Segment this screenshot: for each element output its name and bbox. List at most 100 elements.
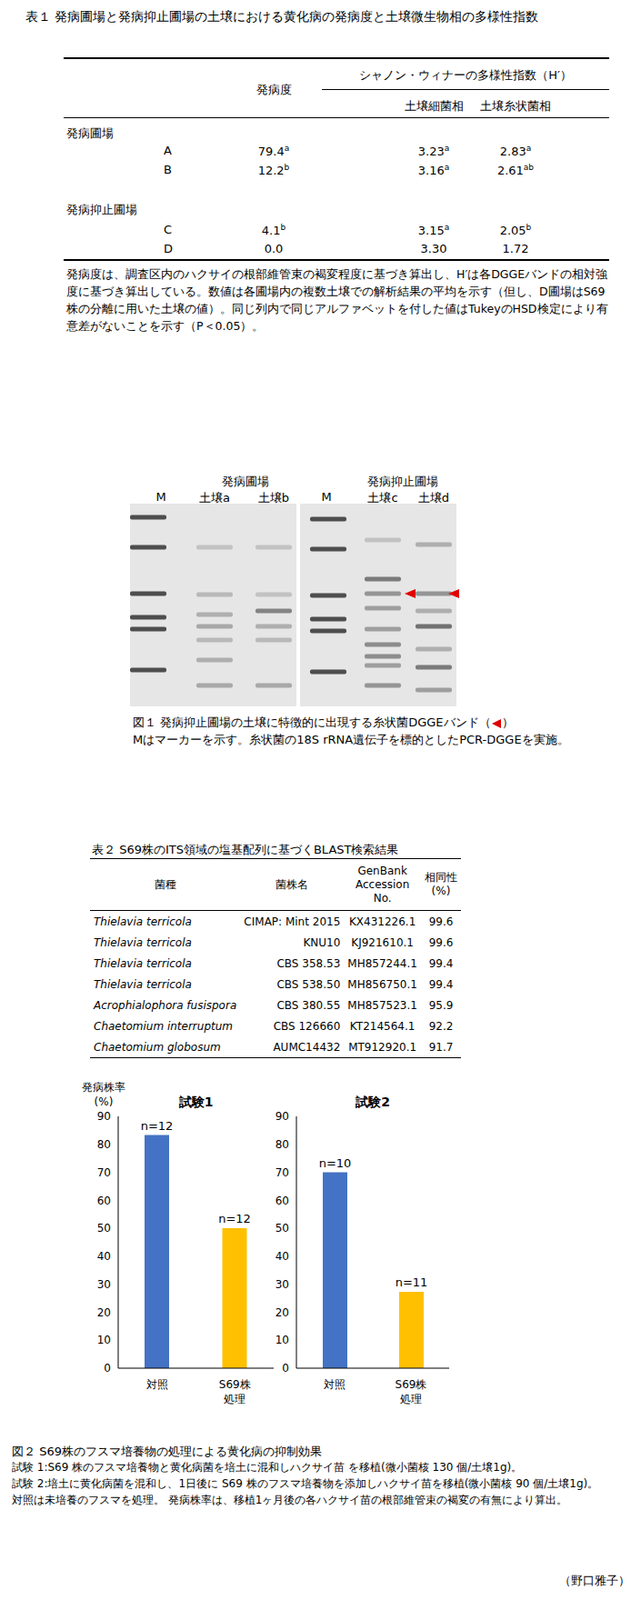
html-text:99.6: 99.6 xyxy=(428,915,454,928)
html-text:3.15a: 3.15a xyxy=(418,222,450,238)
html-text:12.2b: 12.2b xyxy=(257,162,290,178)
html-text:2.83a: 2.83a xyxy=(499,143,532,159)
html-text:発病度: 発病度 xyxy=(255,82,292,97)
html-text:4.1b: 4.1b xyxy=(261,222,286,238)
svg-text:50: 50 xyxy=(275,1221,290,1235)
html-text:菌種: 菌種 xyxy=(154,877,177,891)
svg-text:60: 60 xyxy=(97,1194,111,1208)
html-text:95.9: 95.9 xyxy=(428,998,454,1012)
html-text:2.61ab: 2.61ab xyxy=(497,162,534,178)
html-text:Mはマーカーを示す。糸状菌の18S rRNA遺伝子を標的とし: Mはマーカーを示す。糸状菌の18S rRNA遺伝子を標的としたPCR-DGGEを… xyxy=(132,732,569,747)
html-text:試験 1:S69 株のフスマ培養物と黄化病菌を培土に混和しハ: 試験 1:S69 株のフスマ培養物と黄化病菌を培土に混和しハクサイ苗 を移植(微… xyxy=(11,1461,523,1474)
html-text:MH857523.1: MH857523.1 xyxy=(347,998,418,1012)
html-text:99.4: 99.4 xyxy=(428,977,454,991)
html-text:図２ S69株のフスマ培養物の処理による黄化病の抑制効果: 図２ S69株のフスマ培養物の処理による黄化病の抑制効果 xyxy=(11,1444,322,1459)
html-text:Thielavia terricola: Thielavia terricola xyxy=(93,915,192,928)
html-text:土壌c: 土壌c xyxy=(367,490,398,505)
svg-text:70: 70 xyxy=(97,1166,111,1180)
svg-text:30: 30 xyxy=(97,1278,111,1292)
svg-text:0: 0 xyxy=(281,1362,290,1375)
svg-text:90: 90 xyxy=(97,1110,111,1123)
html-text:発病圃場: 発病圃場 xyxy=(66,126,114,141)
html-text:CBS 126660: CBS 126660 xyxy=(273,1019,341,1033)
html-text:発病抑止圃場: 発病抑止圃場 xyxy=(66,202,138,217)
html-text:CBS 538.50: CBS 538.50 xyxy=(276,977,341,991)
svg-text:n=12: n=12 xyxy=(218,1211,251,1226)
svg-text:20: 20 xyxy=(275,1306,290,1320)
svg-text:対照: 対照 xyxy=(323,1378,346,1392)
svg-text:40: 40 xyxy=(275,1250,290,1263)
html-text:シャノン・ウィナーの多様性指数（H′）: シャノン・ウィナーの多様性指数（H′） xyxy=(359,68,572,82)
html-text:MH856750.1: MH856750.1 xyxy=(347,977,418,991)
html-text:KT214564.1: KT214564.1 xyxy=(349,1019,415,1033)
html-text:発病株率 (%): 発病株率 (%) xyxy=(81,1081,126,1109)
svg-text:S69株処理: S69株処理 xyxy=(395,1378,428,1406)
svg-text:0: 0 xyxy=(103,1362,111,1375)
html-text:79.4a: 79.4a xyxy=(258,143,290,159)
html-text:対照は未培養のフスマを処理。 発病株率は、移植1ヶ月後の各ハ: 対照は未培養のフスマを処理。 発病株率は、移植1ヶ月後の各ハクサイ苗の根部維管束… xyxy=(11,1493,568,1507)
html-text:KJ921610.1: KJ921610.1 xyxy=(351,936,414,949)
html-text:表１ 発病圃場と発病抑止圃場の土壌における黄化病の発病度と土: 表１ 発病圃場と発病抑止圃場の土壌における黄化病の発病度と土壌微生物相の多様性指… xyxy=(25,9,539,24)
svg-text:80: 80 xyxy=(275,1138,290,1152)
html-text:CBS 380.55: CBS 380.55 xyxy=(276,998,341,1012)
svg-text:S69株処理: S69株処理 xyxy=(219,1378,251,1406)
svg-text:90: 90 xyxy=(275,1110,290,1123)
html-text:Thielavia terricola: Thielavia terricola xyxy=(93,956,192,970)
svg-text:10: 10 xyxy=(275,1333,290,1347)
svg-text:20: 20 xyxy=(97,1306,111,1320)
html-text:3.16a: 3.16a xyxy=(418,162,450,178)
html-text:試験 2:培土に黄化病菌を混和し、1日後に S69 株のフス: 試験 2:培土に黄化病菌を混和し、1日後に S69 株のフスマ培養物を添加しハク… xyxy=(11,1477,599,1491)
html-text:MH857244.1: MH857244.1 xyxy=(347,956,418,970)
html-text:Chaetomium interruptum: Chaetomium interruptum xyxy=(93,1019,233,1033)
html-text:図１ 発病抑止圃場の土壌に特徴的に出現する糸状菌DGGEバン: 図１ 発病抑止圃場の土壌に特徴的に出現する糸状菌DGGEバンド（ xyxy=(132,715,491,730)
html-text:1.72: 1.72 xyxy=(502,241,529,256)
html-text:CIMAP: Mint 2015: CIMAP: Mint 2015 xyxy=(244,915,341,928)
svg-text:対照: 対照 xyxy=(146,1378,169,1392)
html-text:試験2: 試験2 xyxy=(355,1094,390,1110)
html-text:3.30: 3.30 xyxy=(420,241,447,256)
html-text:（野口雅子）: （野口雅子） xyxy=(559,1573,631,1588)
html-text:M: M xyxy=(155,490,167,504)
svg-text:60: 60 xyxy=(275,1194,290,1208)
html-text:表２ S69株のITS領域の塩基配列に基づくBLAST検索結: 表２ S69株のITS領域の塩基配列に基づくBLAST検索結果 xyxy=(91,842,399,857)
svg-text:50: 50 xyxy=(97,1221,111,1235)
html-text:土壌b: 土壌b xyxy=(258,490,290,505)
html-text:KNU10: KNU10 xyxy=(303,936,341,949)
html-text:試験1: 試験1 xyxy=(178,1094,214,1110)
html-text:発病抑止圃場: 発病抑止圃場 xyxy=(367,474,439,489)
html-text:Acrophialophora fusispora: Acrophialophora fusispora xyxy=(93,998,237,1012)
svg-text:70: 70 xyxy=(275,1166,290,1180)
html-text:GenBank Accession No.: GenBank Accession No. xyxy=(355,864,410,905)
html-text:Chaetomium globosum: Chaetomium globosum xyxy=(93,1040,221,1054)
svg-text:40: 40 xyxy=(97,1250,111,1263)
html-text:99.6: 99.6 xyxy=(428,936,454,949)
html-text:MT912920.1: MT912920.1 xyxy=(348,1040,417,1054)
html-text:91.7: 91.7 xyxy=(428,1040,454,1054)
html-text:発病度は、調査区内のハクサイの根部維管束の褐変程度に基づき算: 発病度は、調査区内のハクサイの根部維管束の褐変程度に基づき算出し、H′は各DGG… xyxy=(66,267,608,333)
html-text:0.0: 0.0 xyxy=(264,241,284,256)
html-text:土壌糸状菌相: 土壌糸状菌相 xyxy=(480,99,551,113)
html-text:Thielavia terricola: Thielavia terricola xyxy=(93,936,192,949)
html-text:92.2: 92.2 xyxy=(428,1019,454,1033)
svg-text:30: 30 xyxy=(275,1278,290,1292)
svg-text:10: 10 xyxy=(97,1333,111,1347)
html-text:AUMC14432: AUMC14432 xyxy=(273,1040,341,1054)
html-text:D: D xyxy=(163,241,173,256)
svg-text:n=10: n=10 xyxy=(319,1156,352,1171)
html-text:土壌d: 土壌d xyxy=(418,490,450,505)
svg-text:n=12: n=12 xyxy=(140,1119,174,1133)
html-text:菌株名: 菌株名 xyxy=(275,877,309,891)
html-text:相同性 (%): 相同性 (%) xyxy=(424,871,458,898)
html-text:土壌細菌相: 土壌細菌相 xyxy=(404,99,464,113)
svg-text:80: 80 xyxy=(97,1138,111,1152)
html-text:KX431226.1: KX431226.1 xyxy=(349,915,416,928)
html-text:発病圃場: 発病圃場 xyxy=(221,474,270,489)
html-text:土壌a: 土壌a xyxy=(199,490,231,505)
html-text:2.05b: 2.05b xyxy=(499,222,532,238)
html-text:M: M xyxy=(321,490,332,504)
svg-text:n=11: n=11 xyxy=(395,1275,429,1290)
html-text:3.23a: 3.23a xyxy=(418,143,450,159)
html-text:CBS 358.53: CBS 358.53 xyxy=(276,956,341,970)
html-text:99.4: 99.4 xyxy=(428,956,454,970)
html-text:Thielavia terricola: Thielavia terricola xyxy=(93,977,192,991)
